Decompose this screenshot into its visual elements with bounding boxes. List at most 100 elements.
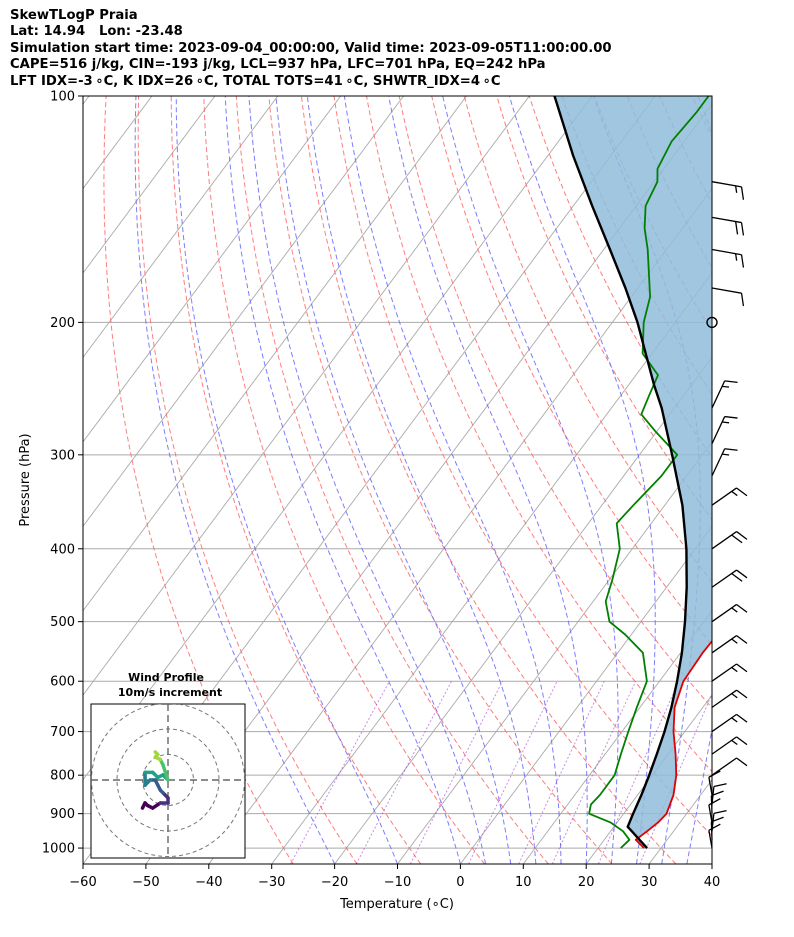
moist-adiabat-line	[343, 96, 562, 864]
barb-flag	[734, 253, 738, 261]
cin-area	[554, 96, 712, 839]
barb-staff	[711, 216, 742, 224]
x-tick-label: −30	[258, 875, 285, 890]
barb-flag	[722, 421, 730, 424]
dry-adiabat-line	[300, 96, 677, 864]
wind-barb	[711, 248, 745, 268]
wind-barb	[711, 569, 748, 588]
dry-adiabat-line	[496, 96, 712, 521]
hodograph-inset: Wind Profile 10m/s increment	[90, 671, 246, 859]
mixing-ratio-line	[355, 680, 453, 864]
wind-barb	[711, 603, 748, 623]
barb-flag	[740, 186, 745, 200]
cape-line: CAPE=516 j/kg, CIN=-193 j/kg, LCL=937 hP…	[10, 57, 546, 73]
barb-flag	[708, 798, 721, 806]
wind-barb	[711, 380, 738, 409]
wind-barb	[711, 713, 748, 733]
barb-flag	[736, 663, 748, 673]
y-axis-label: Pressure (hPa)	[18, 433, 33, 526]
hodograph-trace	[153, 750, 160, 757]
barb-flag	[734, 185, 738, 193]
barb-staff	[711, 689, 737, 708]
x-tick-label: 0	[456, 875, 464, 890]
barb-flag	[731, 739, 738, 746]
wind-barb	[711, 689, 748, 708]
barb-staff	[711, 416, 726, 445]
x-tick-label: 20	[578, 875, 595, 890]
barb-flag	[736, 531, 748, 540]
barb-staff	[711, 663, 737, 682]
wind-barb	[711, 635, 748, 654]
mixing-ratio-line	[597, 680, 680, 864]
hodograph-plot	[91, 704, 245, 858]
barb-staff	[708, 804, 713, 823]
y-tick-label: 100	[50, 90, 75, 105]
barb-flag	[736, 713, 748, 723]
dry-adiabat-line	[203, 96, 485, 864]
barb-flag	[740, 293, 745, 307]
barb-staff	[708, 777, 713, 796]
dry-adiabat-line	[103, 96, 294, 864]
moist-adiabat-line	[275, 96, 512, 864]
barb-flag	[731, 666, 738, 673]
barb-flag	[740, 222, 745, 236]
isotherm-line	[83, 96, 216, 274]
barb-staff	[711, 603, 737, 623]
chart-header: SkewTLogP Praia Lat: 14.94 Lon: -23.48 S…	[10, 8, 612, 90]
x-tick-label: −60	[69, 875, 96, 890]
barb-staff	[711, 736, 737, 755]
barb-staff	[711, 635, 737, 654]
x-tick-label: −40	[195, 875, 222, 890]
barb-flag	[736, 689, 748, 699]
barb-flag	[740, 254, 745, 268]
barb-flag	[724, 448, 738, 451]
dry-adiabat-line	[366, 96, 712, 773]
x-tick-label: −20	[321, 875, 348, 890]
barb-staff	[711, 813, 715, 832]
barb-flag	[731, 534, 743, 544]
wind-barb	[711, 448, 738, 477]
barb-staff	[711, 569, 737, 588]
mixing-ratio-line	[409, 680, 503, 864]
moist-adiabat-line	[248, 96, 487, 864]
dry-adiabat-line	[137, 96, 358, 864]
barb-staff	[711, 487, 737, 506]
barb-staff	[708, 830, 713, 849]
mixing-ratio-line	[551, 680, 637, 864]
barb-flag	[731, 693, 738, 699]
barb-flag	[713, 809, 727, 815]
barb-staff	[711, 181, 742, 188]
barb-flag	[731, 717, 738, 723]
wind-barbs	[706, 181, 748, 849]
wind-barb	[708, 823, 721, 849]
dry-adiabat-line	[398, 96, 712, 709]
isotherm-line	[83, 96, 467, 612]
parcel-line	[553, 96, 688, 849]
wind-barb-calm	[706, 316, 718, 329]
barb-flag	[736, 603, 748, 613]
index-line: LFT IDX=-3 ∘C, K IDX=26 ∘C, TOTAL TOTS=4…	[10, 73, 501, 89]
y-tick-label: 500	[50, 615, 75, 630]
barb-flag	[708, 823, 721, 831]
barb-flag	[731, 490, 738, 497]
barb-staff	[711, 531, 737, 550]
wind-barb	[711, 487, 748, 506]
dewpoint-line	[588, 96, 710, 849]
barb-staff	[711, 448, 726, 477]
wind-barb	[711, 736, 748, 755]
y-tick-label: 800	[50, 769, 75, 784]
wind-barb	[711, 216, 745, 236]
wind-barb	[711, 757, 748, 776]
y-tick-label: 200	[50, 316, 75, 331]
barb-flag	[722, 453, 730, 456]
mixing-ratio-line	[468, 680, 558, 864]
barb-flag	[734, 221, 739, 235]
y-tick-label: 300	[50, 448, 75, 463]
wind-barb	[711, 783, 727, 805]
x-tick-label: −50	[132, 875, 159, 890]
x-tick-label: −10	[384, 875, 411, 890]
isotherm-line	[83, 96, 530, 696]
y-tick-label: 400	[50, 542, 75, 557]
barb-flag	[736, 736, 748, 746]
wind-barb	[708, 798, 721, 823]
